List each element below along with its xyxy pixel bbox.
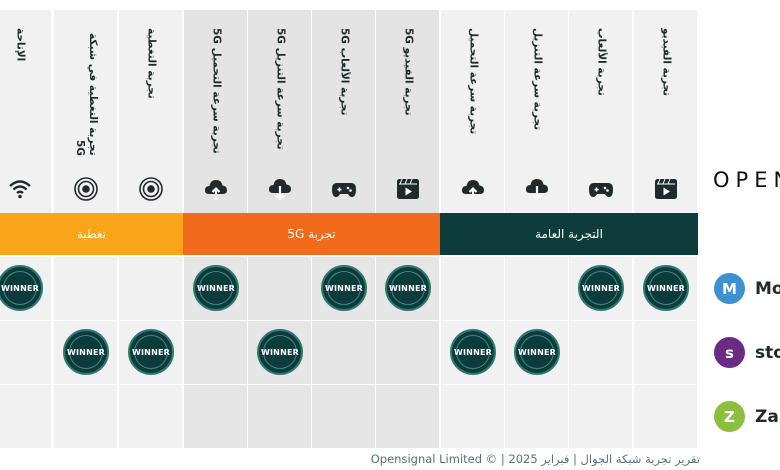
winner-badge: WINNER (578, 265, 624, 311)
metric-column-header: تجربة سرعة التحميل (441, 10, 505, 213)
metric-label: تجربة سرعة التنزيل (505, 28, 569, 158)
cloud-download-icon (505, 174, 569, 204)
metric-label: تجربة سرعة التحميل (441, 28, 505, 158)
category-overall-bar: التجربة العامة (440, 213, 698, 255)
metric-label-text: 5G تجربة الألعاب (338, 28, 351, 116)
grid-cell (312, 321, 376, 385)
winner-badge: WINNER (128, 329, 174, 375)
operator-name: Mo (755, 278, 780, 299)
operator-badge: s (714, 337, 745, 368)
grid-cell (569, 385, 633, 449)
winner-badge: WINNER (385, 265, 431, 311)
grid-cell (0, 385, 52, 449)
winner-badge: WINNER (450, 329, 496, 375)
grid-cell (441, 385, 505, 449)
cloud-download-icon (248, 174, 312, 204)
winner-badge: WINNER (63, 329, 109, 375)
metric-column-header: الإتاحة (0, 10, 52, 213)
metric-label: الإتاحة (0, 28, 52, 158)
metric-label: 5G تجربة الألعاب (312, 28, 376, 158)
winner-badge: WINNER (643, 265, 689, 311)
winner-badge: WINNER (321, 265, 367, 311)
grid-cell (634, 321, 698, 385)
gamepad-icon (569, 174, 633, 204)
grid-cell (376, 321, 440, 385)
metric-column-header: 5G تجربة سرعة التنزيل (248, 10, 312, 213)
metric-label: 5G تجربة سرعة التحميل (184, 28, 248, 158)
operator-badge: Z (714, 401, 745, 432)
grid-cell (441, 257, 505, 321)
footer-caption: تقرير تجربة شبكة الجوال | فبراير 2025 | … (370, 452, 700, 466)
cloud-upload-icon (184, 174, 248, 204)
metric-label-text: الإتاحة (14, 28, 27, 62)
grid-cell (119, 385, 183, 449)
winner-badge: WINNER (514, 329, 560, 375)
category-coverage-bar: تغطية (0, 213, 183, 255)
metric-label: تجربة التغطية في شبكة 5G (54, 28, 118, 158)
metric-column-header: 5G تجربة الألعاب (312, 10, 376, 213)
grid-cell (376, 385, 440, 449)
winner-badge: WINNER (193, 265, 239, 311)
metric-label: 5G تجربة الفيديو (376, 28, 440, 158)
metric-label: تجربة الألعاب (569, 28, 633, 158)
grid-cell (248, 385, 312, 449)
metric-label: تجربة التغطية (119, 28, 183, 158)
grid-cell (248, 257, 312, 321)
wifi-icon (0, 174, 52, 204)
brand-logo-text: OPEN (713, 168, 780, 192)
grid-cell (184, 321, 248, 385)
operator-name: sto (755, 342, 780, 363)
metric-label-text: تجربة الألعاب (595, 28, 608, 96)
metric-label-text: تجربة الفيديو (660, 28, 673, 96)
video-play-icon (634, 174, 698, 204)
operator-legend-item: M Mo (714, 273, 780, 304)
metric-label: 5G تجربة سرعة التنزيل (248, 28, 312, 158)
metric-label: تجربة الفيديو (634, 28, 698, 158)
operator-legend-item: s sto (714, 337, 780, 368)
grid-cell (0, 321, 52, 385)
winner-badge: WINNER (257, 329, 303, 375)
grid-cell (119, 257, 183, 321)
metric-label-text: تجربة التغطية في شبكة 5G (74, 33, 99, 156)
metric-column-header: تجربة سرعة التنزيل (505, 10, 569, 213)
metric-label-text: 5G تجربة سرعة التحميل (210, 28, 223, 154)
grid-cell (54, 257, 118, 321)
metric-label-text: تجربة سرعة التحميل (467, 28, 480, 135)
metric-label-text: 5G تجربة الفيديو (402, 28, 415, 116)
grid-cell (505, 385, 569, 449)
operator-badge: M (714, 273, 745, 304)
signal-rings-icon (119, 174, 183, 204)
operator-legend-item: Z Zai (714, 401, 780, 432)
cloud-upload-icon (441, 174, 505, 204)
grid-cell (634, 385, 698, 449)
metric-column-header: 5G تجربة الفيديو (376, 10, 440, 213)
metric-column-header: تجربة التغطية (119, 10, 183, 213)
grid-cell (184, 385, 248, 449)
grid-cell (569, 321, 633, 385)
metric-column-header: 5G تجربة سرعة التحميل (184, 10, 248, 213)
winner-badge: WINNER (0, 265, 43, 311)
metric-column-header: تجربة الفيديو (634, 10, 698, 213)
signal-rings-icon (54, 174, 118, 204)
category-5g-bar: تجربة 5G (183, 213, 440, 255)
grid-cell (312, 385, 376, 449)
operator-name: Zai (755, 406, 780, 427)
metric-label-text: 5G تجربة سرعة التنزيل (274, 28, 287, 150)
video-play-icon (376, 174, 440, 204)
metric-label-text: تجربة التغطية (145, 28, 158, 99)
gamepad-icon (312, 174, 376, 204)
metric-column-header: تجربة الألعاب (569, 10, 633, 213)
metric-label-text: تجربة سرعة التنزيل (531, 28, 544, 131)
grid-cell (54, 385, 118, 449)
grid-cell (505, 257, 569, 321)
metric-column-header: تجربة التغطية في شبكة 5G (54, 10, 118, 213)
